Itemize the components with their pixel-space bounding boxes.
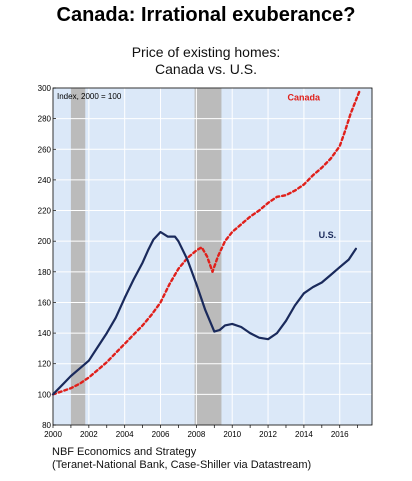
y-tick-label: 80 — [42, 421, 51, 430]
y-tick-label: 160 — [38, 298, 52, 307]
y-tick-label: 280 — [38, 115, 52, 124]
y-tick-label: 180 — [38, 268, 52, 277]
y-tick-label: 200 — [38, 237, 52, 246]
x-tick-label: 2008 — [187, 430, 205, 439]
x-tick-label: 2006 — [152, 430, 170, 439]
index-annotation: Index, 2000 = 100 — [57, 92, 122, 101]
y-tick-label: 120 — [38, 360, 52, 369]
series-line-canada — [51, 89, 361, 396]
chart-title: Canada: Irrational exuberance? — [56, 4, 356, 26]
y-tick-label: 240 — [38, 176, 52, 185]
chart-subtitle: Price of existing homes: Canada vs. U.S. — [0, 44, 412, 78]
source-line-1: NBF Economics and Strategy — [52, 446, 197, 458]
x-tick-label: 2010 — [223, 430, 241, 439]
x-tick-label: 2000 — [44, 430, 62, 439]
plot-frame — [52, 87, 373, 426]
x-tick-label: 2012 — [259, 430, 277, 439]
subtitle-line-2: Canada vs. U.S. — [155, 61, 257, 77]
x-tick-label: 2014 — [295, 430, 313, 439]
series-label-canada: Canada — [288, 92, 322, 102]
x-tick-label: 2004 — [116, 430, 134, 439]
chart-source: NBF Economics and Strategy (Teranet-Nati… — [52, 446, 311, 472]
series-label-u-s: U.S. — [319, 230, 337, 240]
recession-band-1 — [70, 88, 86, 425]
subtitle-line-1: Price of existing homes: — [131, 44, 281, 60]
y-tick-label: 140 — [38, 329, 52, 338]
x-tick-label: 2002 — [80, 430, 98, 439]
y-tick-label: 300 — [38, 84, 52, 93]
y-tick-label: 260 — [38, 145, 52, 154]
x-tick-label: 2016 — [331, 430, 349, 439]
y-tick-label: 220 — [38, 207, 52, 216]
y-tick-label: 100 — [38, 390, 52, 399]
series-line-u-s — [51, 230, 357, 396]
source-line-2: (Teranet-National Bank, Case-Shiller via… — [52, 459, 312, 471]
